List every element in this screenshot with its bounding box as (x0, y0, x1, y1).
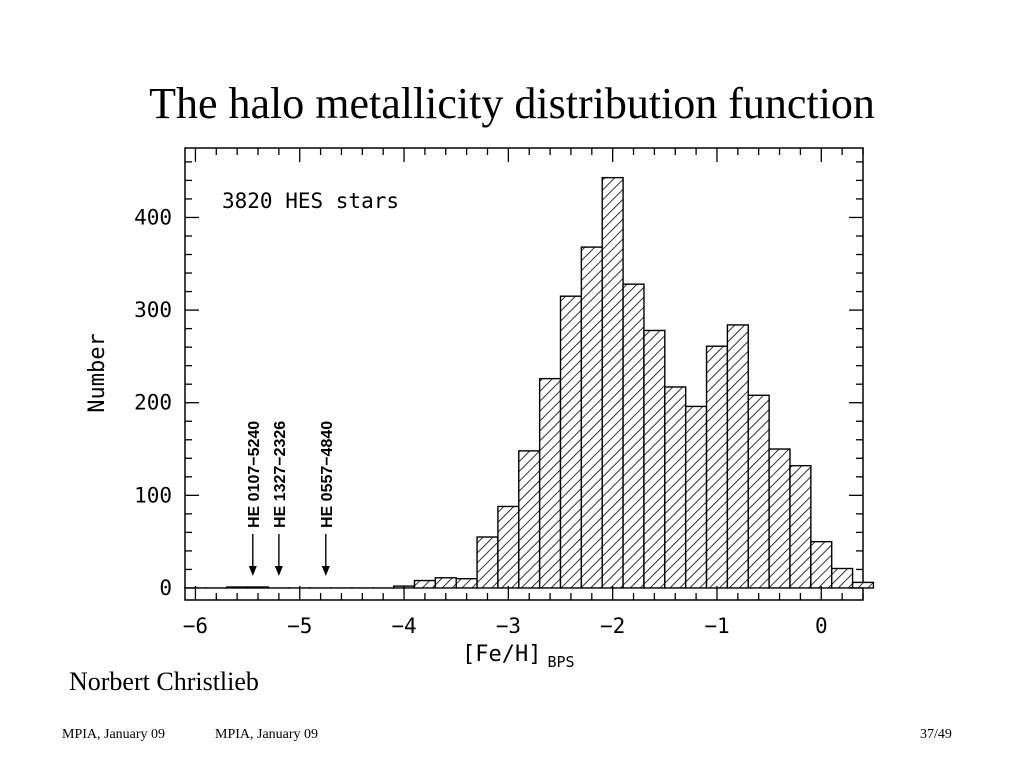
histogram-bar (726, 324, 749, 589)
footer-left: MPIA, January 09 (62, 727, 166, 742)
x-tick-label: −2 (600, 614, 625, 638)
histogram-bar (246, 586, 270, 589)
marker-label: HE 0557−4840 (319, 421, 336, 528)
histogram-bar (747, 394, 770, 589)
slide-title: The halo metallicity distribution functi… (149, 79, 875, 128)
author-name: Norbert Christlieb (69, 667, 259, 696)
histogram-bar (497, 505, 520, 589)
histogram-bar (518, 450, 541, 589)
y-tick-label: 0 (159, 576, 172, 600)
x-tick-labels: −6 −5 −4 −3 −2 −1 0 (183, 614, 828, 638)
x-tick-label: −3 (496, 614, 521, 638)
marker-label: HE 0107−5240 (246, 421, 263, 528)
histogram-bar (476, 536, 499, 589)
marker-arrowhead (321, 566, 330, 576)
x-axis-label: [Fe/H] BPS (462, 642, 575, 671)
x-tick-label: −6 (183, 614, 208, 638)
histogram-bar (810, 540, 833, 589)
footer-center: MPIA, January 09 (215, 727, 319, 742)
histogram-bar (705, 345, 729, 589)
footer-page-number: 37/49 (920, 727, 952, 742)
x-tick-label: −5 (287, 614, 312, 638)
marker-arrowhead (248, 566, 257, 576)
histogram-bar (789, 464, 812, 589)
x-tick-label: 0 (815, 614, 828, 638)
y-tick-label: 100 (134, 483, 172, 507)
histogram-bar (643, 329, 666, 589)
ticks-layer (185, 148, 864, 600)
histogram-bar (664, 386, 687, 589)
histogram-bar (559, 295, 583, 589)
y-axis-label: Number (85, 333, 110, 412)
histogram-bar (831, 567, 854, 589)
histogram-bar (538, 377, 562, 589)
histogram-bar (851, 581, 875, 589)
marker-arrowhead (274, 566, 283, 576)
y-tick-label: 400 (134, 205, 172, 229)
markers-layer: HE 0107−5240 HE 1327−2326 HE 0557−4840 (246, 421, 336, 576)
histogram-bar (622, 283, 645, 589)
histogram-bar (601, 176, 624, 589)
y-tick-label: 300 (134, 298, 172, 322)
histogram-bar (455, 577, 478, 589)
y-tick-label: 200 (134, 391, 172, 415)
histogram-bar (768, 448, 791, 589)
histogram-bar (684, 405, 708, 589)
x-tick-label: −1 (704, 614, 729, 638)
marker-label: HE 1327−2326 (272, 421, 289, 528)
plot-frame (184, 147, 864, 601)
histogram-bar (226, 586, 249, 589)
y-tick-labels: 0 100 200 300 400 (134, 205, 172, 599)
x-tick-label: −4 (391, 614, 416, 638)
histogram-bar (434, 577, 457, 589)
histogram-bar (413, 579, 437, 589)
histogram-bar (580, 246, 603, 589)
chart-annotation: 3820 HES stars (222, 189, 399, 213)
bars-layer (184, 176, 875, 589)
